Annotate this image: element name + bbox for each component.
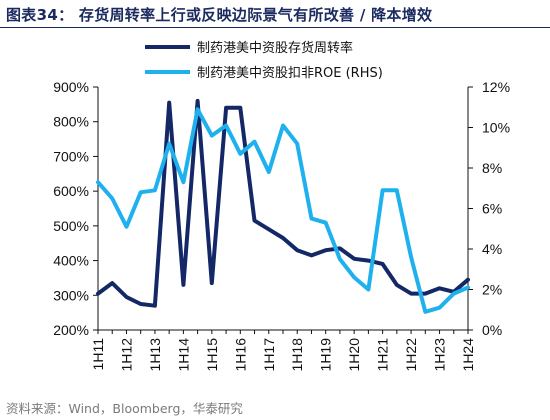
data-point-roe [110,196,114,200]
data-point-roe [338,257,342,261]
x-tick-label: 1H22 [403,338,419,372]
data-point-turnover [466,278,470,282]
data-point-roe [224,123,228,128]
x-tick-label: 1H18 [289,338,305,372]
data-point-roe [324,221,328,225]
data-point-turnover [366,258,370,263]
x-tick-label: 1H19 [318,338,334,372]
data-point-turnover [281,236,285,240]
data-point-turnover [352,257,356,261]
data-point-roe [309,217,314,221]
data-point-roe [423,310,427,314]
data-point-roe [153,188,157,192]
x-tick-label: 1H20 [346,338,362,372]
right-tick-label: 4% [482,241,502,257]
x-tick-label: 1H12 [118,338,134,372]
data-point-turnover [110,281,114,285]
data-point-roe [238,152,242,156]
chart-axes: 200% 300% 400% 500% 600% 700% 800% 900% 0% 2% 4% 6%… [53,79,510,371]
data-point-turnover [324,248,328,252]
data-point-roe [210,134,214,138]
legend-label-roe: 制药港美中资股扣非ROE (RHS) [197,66,383,81]
right-tick-label: 2% [482,282,502,298]
data-point-turnover [210,281,214,285]
data-point-turnover [409,291,413,296]
x-tick-label: 1H13 [147,338,163,372]
data-point-roe [196,107,200,111]
x-tick-label: 1H23 [432,338,448,372]
left-tick-label: 500% [53,218,89,234]
data-point-turnover [309,253,314,257]
left-tick-label: 700% [53,148,89,164]
source-note: 资料来源：Wind，Bloomberg，华泰研究 [6,401,243,416]
data-point-turnover [124,295,129,299]
left-tick-label: 900% [53,79,89,95]
data-point-turnover [167,101,171,105]
title-divider [0,27,550,28]
x-tick-label: 1H14 [175,338,191,372]
data-point-turnover [295,248,299,252]
data-point-turnover [267,227,271,231]
data-point-roe [181,180,185,184]
left-tick-label: 200% [53,322,89,338]
data-point-roe [409,255,413,259]
data-point-roe [366,287,370,292]
x-tick-label: 1H11 [90,338,106,371]
figure-title: 图表34： 存货周转率上行或反映边际景气有所改善 / 降本增效 [6,6,433,24]
data-point-roe [96,180,100,184]
data-point-turnover [139,302,143,306]
x-tick-label: 1H15 [204,338,220,372]
data-point-roe [281,123,285,128]
data-point-turnover [96,291,100,296]
data-point-turnover [381,262,385,266]
series-line-roe [96,107,470,314]
x-tick-label: 1H24 [460,338,476,372]
left-tick-label: 800% [53,114,89,130]
data-point-roe [381,188,385,192]
data-point-roe [295,142,299,146]
right-tick-label: 8% [482,160,502,176]
data-point-turnover [181,283,185,287]
data-point-roe [437,306,442,310]
x-tick-label: 1H17 [261,338,277,372]
data-point-turnover [252,219,257,223]
data-point-roe [395,188,399,192]
data-point-roe [466,285,470,290]
data-point-roe [124,225,129,229]
left-tick-label: 600% [53,183,89,199]
data-point-roe [452,291,456,296]
right-tick-label: 6% [482,201,502,217]
data-point-turnover [395,283,399,287]
data-point-turnover [338,246,342,251]
legend-label-turnover: 制药港美中资股存货周转率 [197,40,353,56]
left-tick-label: 300% [53,287,89,303]
x-tick-label: 1H16 [232,338,248,372]
x-tick-label: 1H21 [375,338,391,372]
right-tick-label: 12% [482,79,510,95]
data-point-roe [139,190,143,194]
data-point-turnover [238,106,242,110]
data-point-turnover [224,106,228,110]
left-tick-label: 400% [53,253,89,269]
data-point-turnover [437,286,442,290]
data-point-roe [252,140,257,144]
data-point-turnover [196,99,200,103]
data-point-turnover [423,291,427,296]
chart-series [96,98,470,314]
data-point-turnover [153,304,157,308]
data-point-roe [167,142,171,146]
data-point-roe [267,170,271,174]
right-tick-label: 10% [482,120,510,136]
right-tick-label: 0% [482,322,502,338]
data-point-roe [352,275,356,279]
